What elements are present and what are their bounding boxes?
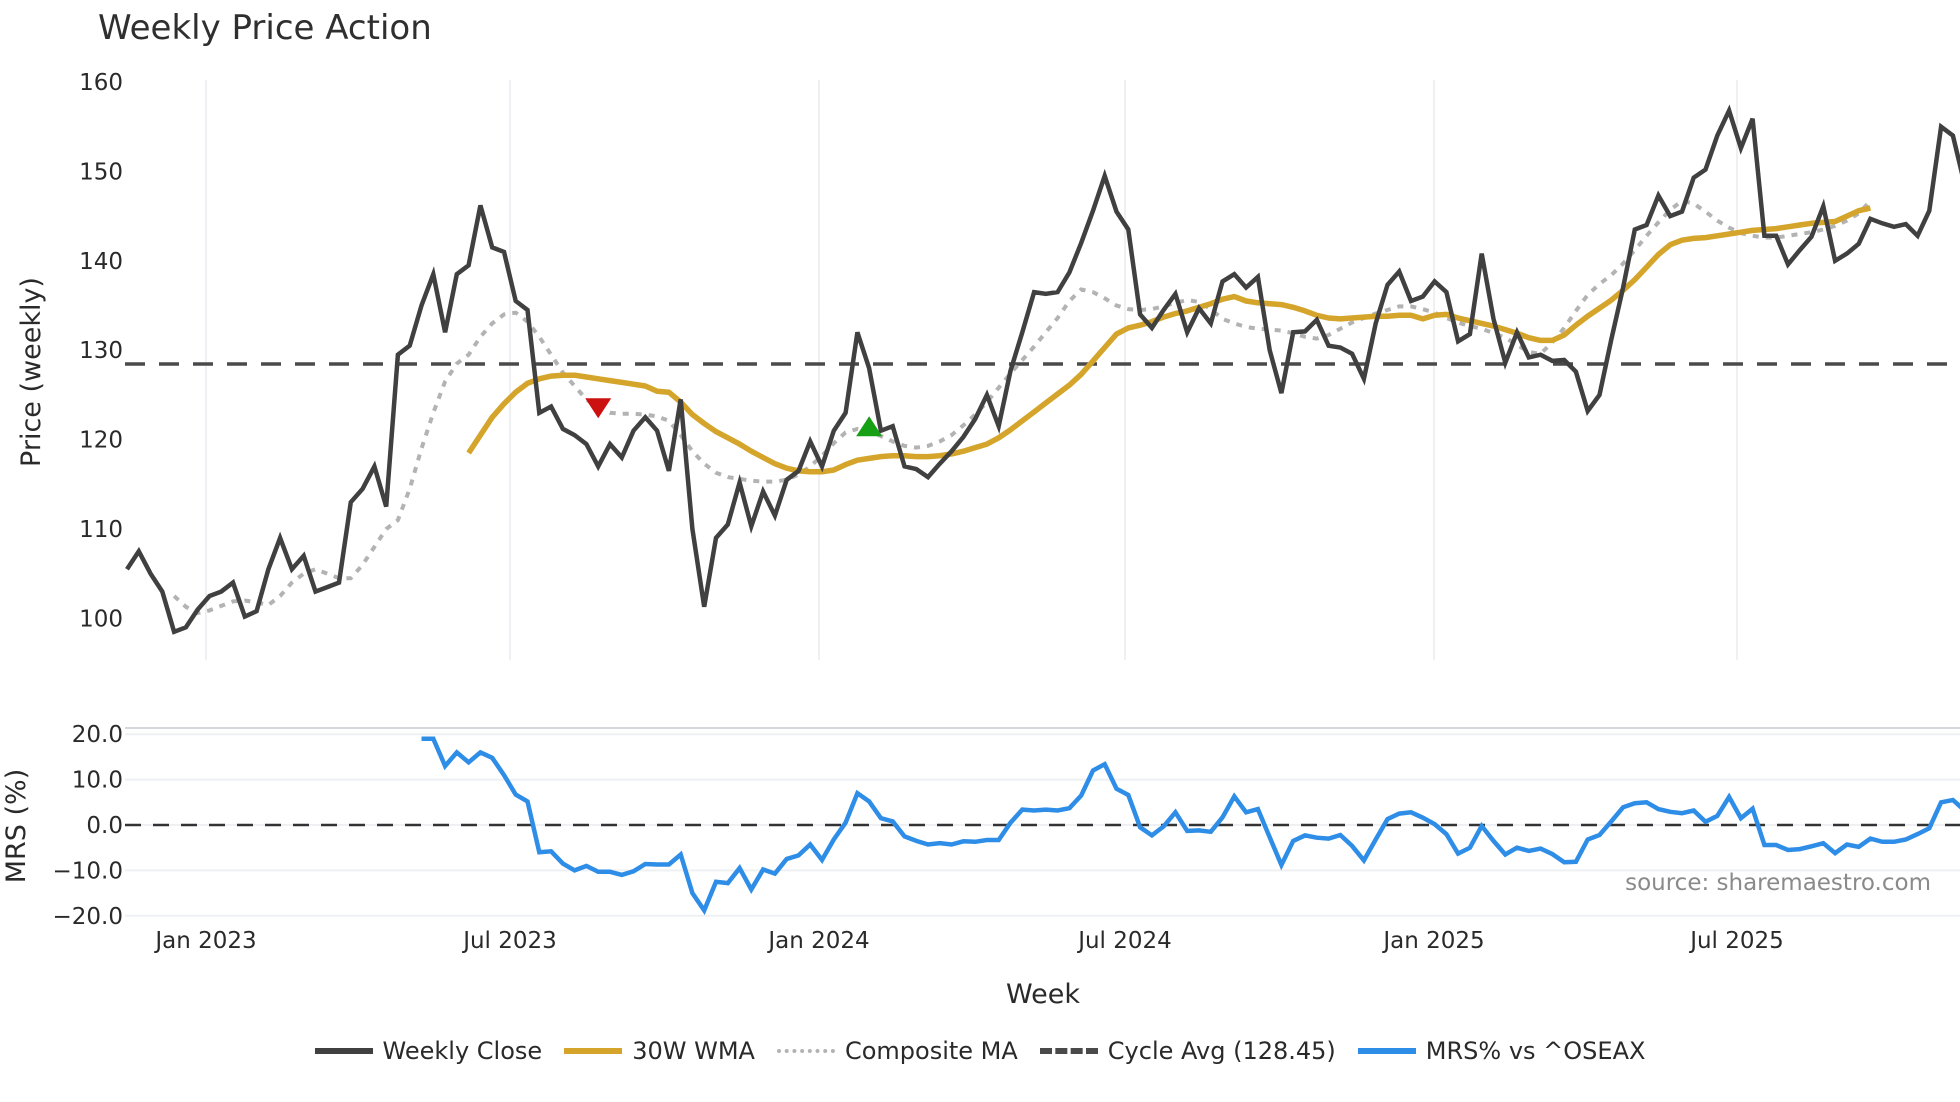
x-axis-label: Week [1006, 979, 1080, 1010]
legend-item[interactable]: Composite MA [776, 1037, 1018, 1065]
y-tick-label: 110 [79, 517, 123, 543]
chart-canvas: 100 110 120 130 140 150 160 −20.0 −10.0 0.0 10.0 2… [1, 70, 1960, 1010]
legend-swatch-icon [1357, 1048, 1416, 1054]
source-note: source: sharemaestro.com [1625, 870, 1931, 896]
x-tick-label: Jul 2024 [1076, 928, 1172, 954]
x-tick-label: Jul 2025 [1688, 928, 1784, 954]
y-tick-label: 20.0 [72, 722, 123, 748]
signal-markers [585, 398, 883, 437]
mrs-y-label: MRS (%) [1, 769, 32, 884]
price-series [125, 104, 1960, 635]
legend-label: MRS% vs ^OSEAX [1425, 1037, 1646, 1065]
price-y-label: Price (weekly) [16, 277, 47, 467]
legend-swatch-icon [1039, 1048, 1098, 1054]
buy-signal-marker-icon [856, 416, 883, 437]
y-tick-label: 160 [79, 70, 123, 96]
legend-item[interactable]: 30W WMA [564, 1037, 755, 1065]
y-tick-label: 10.0 [72, 768, 123, 794]
legend-swatch-icon [314, 1048, 373, 1054]
chart-title: Weekly Price Action [98, 8, 432, 48]
y-tick-label: 100 [79, 606, 123, 632]
legend-swatch-icon [564, 1048, 623, 1054]
x-tick-label: Jan 2023 [153, 928, 256, 954]
sell-signal-marker-icon [585, 398, 612, 419]
mrs-line [421, 736, 1960, 916]
y-tick-label: 0.0 [86, 813, 123, 839]
legend-item[interactable]: Cycle Avg (128.45) [1039, 1037, 1336, 1065]
legend-item[interactable]: Weekly Close [314, 1037, 543, 1065]
gridlines [125, 80, 1960, 917]
y-tick-label: −20.0 [53, 904, 123, 930]
mrs-y-ticks: −20.0 −10.0 0.0 10.0 20.0 [53, 722, 123, 930]
weekly-close-line [125, 104, 1960, 635]
y-tick-label: 150 [79, 159, 123, 185]
price-y-ticks: 100 110 120 130 140 150 160 [79, 70, 123, 632]
composite-ma-line [172, 198, 1872, 616]
y-tick-label: 120 [79, 428, 123, 454]
legend: Weekly Close 30W WMA Composite MA Cycle Avg… [0, 1037, 1960, 1065]
legend-label: Composite MA [844, 1037, 1018, 1065]
wma-line [466, 205, 1871, 475]
y-tick-label: 130 [79, 338, 123, 364]
x-tick-label: Jul 2023 [461, 928, 557, 954]
legend-item[interactable]: MRS% vs ^OSEAX [1357, 1037, 1646, 1065]
y-tick-label: −10.0 [53, 858, 123, 884]
y-tick-label: 140 [79, 249, 123, 275]
legend-label: 30W WMA [632, 1037, 755, 1065]
legend-swatch-icon [776, 1049, 835, 1053]
legend-label: Weekly Close [382, 1037, 543, 1065]
x-ticks: Jan 2023 Jul 2023 Jan 2024 Jul 2024 Jan 2025… [153, 928, 1783, 954]
mrs-series [125, 736, 1960, 916]
x-tick-label: Jan 2024 [766, 928, 869, 954]
legend-label: Cycle Avg (128.45) [1107, 1037, 1336, 1065]
x-tick-label: Jan 2025 [1381, 928, 1484, 954]
